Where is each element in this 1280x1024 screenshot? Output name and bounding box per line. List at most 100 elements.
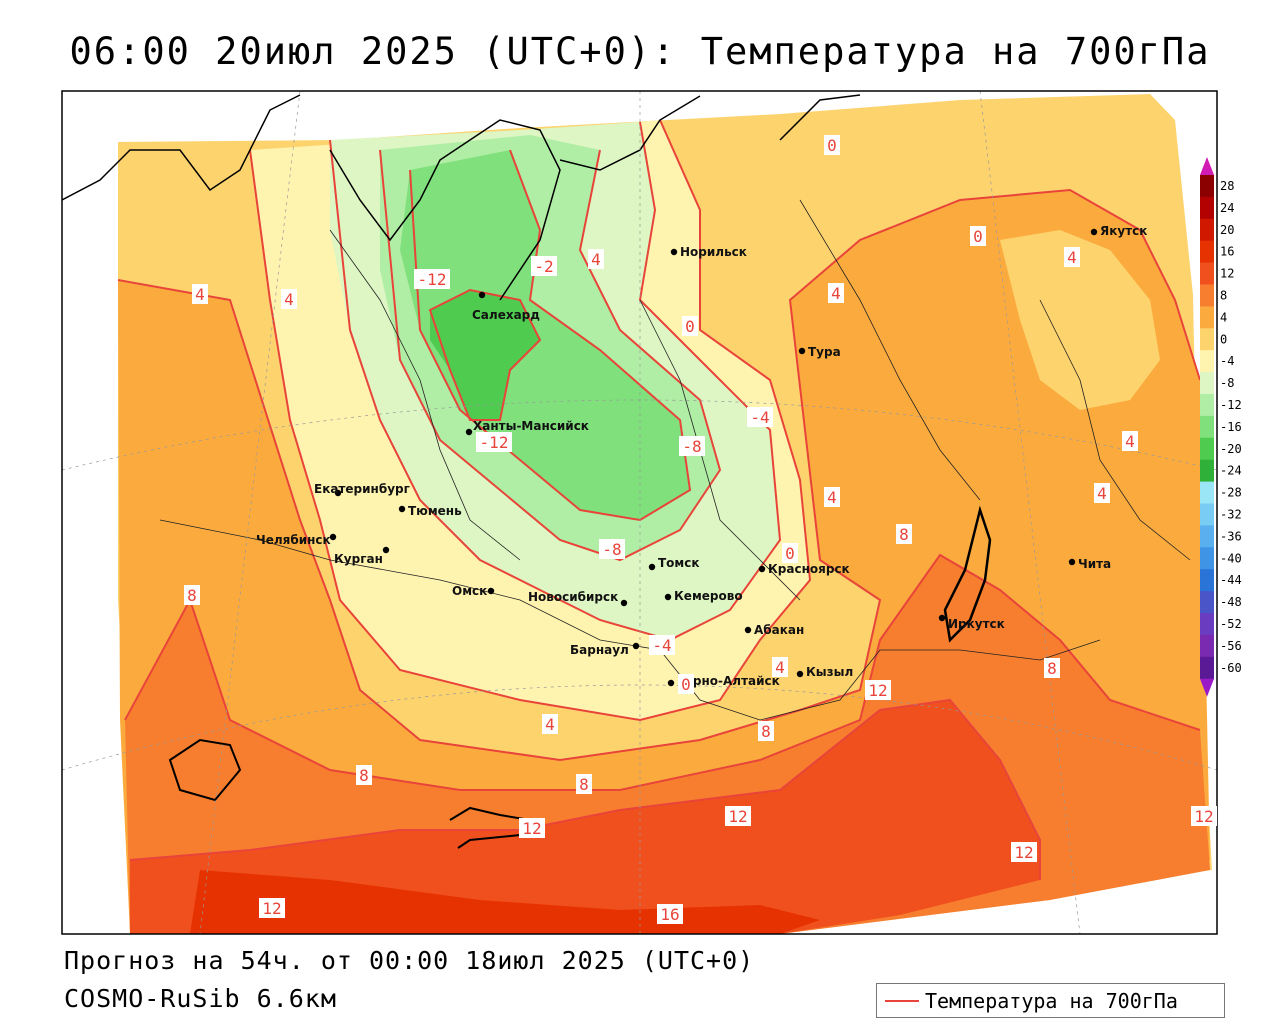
colorbar-segment [1200,525,1214,548]
colorbar-segment [1200,394,1214,417]
contour-label: 8 [184,585,200,605]
city-label: Норильск [680,245,747,259]
legend-label: Температура на 700гПа [925,989,1178,1013]
svg-text:12: 12 [522,819,541,838]
svg-text:0: 0 [973,227,983,246]
colorbar-segment [1200,372,1214,395]
contour-label: 8 [896,524,912,544]
contour-label: 0 [782,543,798,563]
colorbar-segment [1200,591,1214,614]
svg-text:4: 4 [1067,248,1077,267]
colorbar-tick-label: 8 [1220,288,1227,302]
colorbar-segment [1200,262,1214,285]
colorbar-segment [1200,328,1214,351]
svg-text:12: 12 [1194,807,1213,826]
colorbar-tick-label: 0 [1220,332,1227,346]
colorbar-tick-label: -8 [1220,376,1234,390]
colorbar-segment [1200,613,1214,636]
colorbar-segment [1200,218,1214,242]
svg-text:16: 16 [660,905,679,924]
city-label: Челябинск [256,533,331,547]
colorbar-tick-label: -4 [1220,354,1234,368]
svg-text:4: 4 [284,290,294,309]
city-marker [796,670,804,678]
colorbar-tick-label: -24 [1220,464,1242,478]
svg-text:4: 4 [195,285,205,304]
svg-text:-12: -12 [418,270,447,289]
city-marker [758,565,766,573]
zone-cold-minus12 [400,150,690,520]
map-legend: Температура на 700гПа [876,983,1225,1018]
svg-text:12: 12 [868,681,887,700]
city-marker [667,679,675,687]
contour-label: 4 [824,487,840,507]
city-marker [478,291,486,299]
colorbar-tick-label: -12 [1220,398,1242,412]
city-label: Омск [452,584,487,598]
contour-label: 8 [1044,658,1060,678]
colorbar-tick-label: -16 [1220,420,1242,434]
colorbar-segment [1200,569,1214,592]
svg-text:4: 4 [1125,432,1135,451]
city-label: Томск [658,556,700,570]
colorbar-tick-label: -60 [1220,661,1242,675]
svg-text:-8: -8 [602,540,621,559]
city-marker [382,546,390,554]
svg-text:-12: -12 [480,433,509,452]
colorbar-segment [1200,547,1214,570]
colorbar-tick-label: 12 [1220,267,1234,281]
svg-text:4: 4 [775,658,785,677]
contour-label: 0 [678,674,694,694]
city-label: Чита [1078,557,1111,571]
city-marker [398,505,406,513]
svg-text:0: 0 [785,544,795,563]
colorbar-segment [1200,415,1214,439]
cities-layer: Салехард Норильск Якутск Тура Ханты-Мансийск… [256,224,1147,688]
svg-text:12: 12 [1014,843,1033,862]
isotherm-lines [117,119,1201,880]
city-marker [329,533,337,541]
contour-label: 12 [1191,806,1217,826]
contour-label: 4 [1094,483,1110,503]
city-label: Курган [334,552,383,566]
city-marker [670,248,678,256]
colorbar-tick-label: -52 [1220,617,1242,631]
city-label: Барнаул [570,643,629,657]
colorbar-tick-label: -56 [1220,639,1242,653]
svg-text:8: 8 [187,586,197,605]
colorbar-segment [1200,503,1214,526]
city-label: Кемерово [674,589,743,603]
colorbar-segment [1200,656,1214,680]
svg-text:8: 8 [1047,659,1057,678]
svg-text:4: 4 [1097,484,1107,503]
svg-text:-8: -8 [682,437,701,456]
contour-label: 8 [356,765,372,785]
contour-label: -4 [649,635,675,655]
svg-text:8: 8 [761,722,771,741]
colorbar-tick-label: -36 [1220,529,1242,543]
contour-label: -2 [531,256,557,276]
colorbar-top-arrow [1200,157,1214,175]
contour-label: 0 [682,316,698,336]
svg-text:4: 4 [827,488,837,507]
contour-label: 4 [828,283,844,303]
city-marker [744,626,752,634]
colorbar-segment [1200,634,1214,658]
city-marker [938,614,946,622]
svg-text:4: 4 [831,284,841,303]
city-marker [798,347,806,355]
svg-text:-2: -2 [534,257,553,276]
svg-text:4: 4 [545,715,555,734]
model-name: COSMO-RuSib 6.6км [64,984,337,1013]
city-label: Салехард [472,308,540,322]
map-title: 06:00 20июл 2025 (UTC+0): Температура на… [69,30,1211,73]
city-label: Иркутск [948,617,1005,631]
contour-label: 4 [772,657,788,677]
colorbar-tick-label: -40 [1220,551,1242,565]
contour-label: 8 [758,721,774,741]
contour-label: 4 [1064,247,1080,267]
colorbar-segment [1200,240,1214,264]
contour-label: 8 [576,774,592,794]
contour-label: 12 [259,898,285,918]
